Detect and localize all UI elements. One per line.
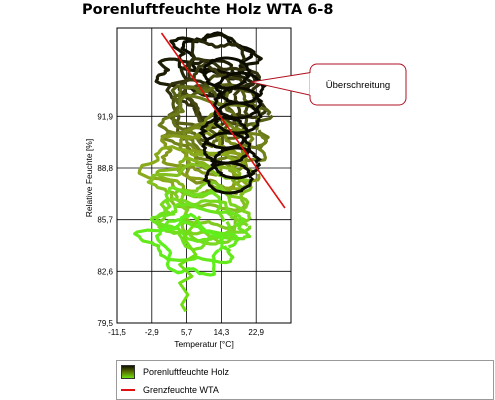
x-tick-label: -11,5 [108, 328, 126, 337]
annotation-callout: Überschreitung [250, 63, 407, 106]
legend-swatch-line [121, 389, 135, 391]
legend-swatch-gradient [121, 365, 135, 379]
callout-text: Überschreitung [326, 80, 390, 91]
humidity-tail [178, 215, 202, 313]
humidity-loop [178, 186, 252, 244]
humidity-loop [198, 116, 250, 150]
y-tick-label: 79,5 [97, 319, 113, 328]
legend-label: Grenzfeuchte WTA [143, 385, 219, 395]
legend: Porenluftfeuchte Holz Grenzfeuchte WTA [116, 360, 494, 400]
legend-item-grenzfeuchte: Grenzfeuchte WTA [117, 382, 219, 398]
chart-svg: -11,5 -2,9 5,7 14,3 22,9 79,5 82,6 85,7 88,8 91,… [84, 27, 407, 349]
humidity-loop [202, 56, 252, 90]
legend-label: Porenluftfeuchte Holz [143, 367, 230, 377]
y-tick-label: 82,6 [97, 267, 113, 276]
x-tick-labels: -11,5 -2,9 5,7 14,3 22,9 [108, 328, 264, 337]
humidity-loop [213, 71, 267, 105]
data-layer [133, 31, 286, 313]
humidity-loop [201, 131, 252, 165]
y-tick-label: 85,7 [97, 216, 113, 225]
humidity-loop [209, 146, 262, 180]
humidity-loop [202, 161, 255, 195]
chart-title: Porenluftfeuchte Holz WTA 6-8 [82, 2, 334, 18]
x-axis-label: Temperatur [°C] [174, 339, 234, 349]
legend-item-porenluftfeuchte: Porenluftfeuchte Holz [117, 364, 229, 380]
y-tick-label: 91,9 [97, 112, 113, 121]
threshold-line [160, 32, 286, 209]
x-tick-label: -2,9 [145, 328, 159, 337]
y-tick-labels: 79,5 82,6 85,7 88,8 91,9 [97, 112, 113, 328]
y-axis-label: Relative Feuchte [%] [84, 139, 94, 217]
x-tick-label: 14,3 [214, 328, 230, 337]
humidity-loop [212, 86, 264, 120]
y-tick-label: 88,8 [97, 164, 113, 173]
humidity-loop [155, 212, 224, 277]
plot-frame [116, 27, 292, 324]
x-tick-label: 22,9 [248, 328, 264, 337]
x-tick-label: 5,7 [181, 328, 193, 337]
